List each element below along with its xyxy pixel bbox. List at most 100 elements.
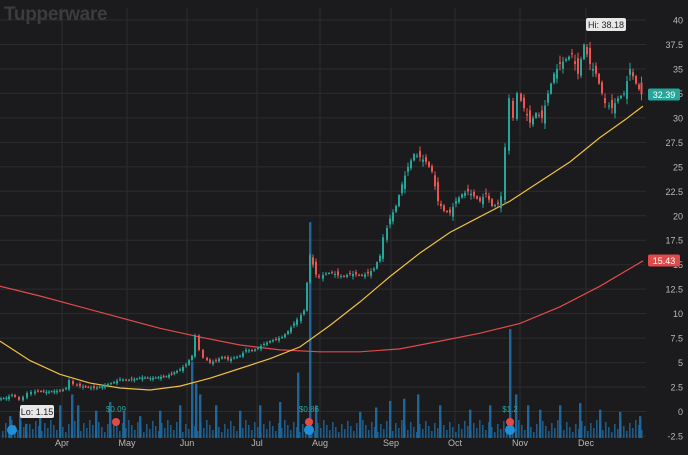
candle-body	[568, 56, 570, 60]
candle-body	[0, 398, 2, 400]
candle-body	[2, 398, 5, 400]
volume-bar	[587, 431, 589, 438]
volume-bar	[332, 422, 334, 438]
volume-bar	[469, 409, 472, 438]
volume-bar	[167, 420, 169, 438]
volume-bar	[107, 424, 109, 438]
candle-body	[141, 377, 144, 380]
volume-bar	[44, 423, 46, 438]
candle-body	[497, 202, 499, 205]
volume-bar	[620, 421, 622, 438]
volume-bar	[209, 425, 211, 438]
volume-bar	[309, 222, 312, 438]
candle-body	[300, 315, 302, 322]
x-tick-label: Dec	[578, 438, 595, 448]
candle-body	[296, 319, 298, 325]
candle-body	[440, 203, 442, 206]
candle-body	[72, 381, 74, 385]
volume-bar	[119, 431, 121, 438]
volume-bar	[315, 405, 318, 438]
volume-bar	[296, 427, 298, 438]
candle-body	[93, 386, 95, 389]
dividend-label: $0.86	[299, 405, 320, 414]
candle-body	[230, 358, 232, 362]
volume-bar	[554, 428, 556, 438]
candle-body	[149, 378, 152, 380]
candle-body	[455, 201, 457, 204]
candle-body	[504, 147, 506, 200]
volume-bar	[335, 427, 337, 438]
candle-body	[580, 59, 582, 76]
volume-bar	[53, 425, 55, 438]
volume-bar	[299, 432, 301, 438]
candle-body	[604, 98, 606, 104]
candle-body	[443, 205, 445, 211]
candle-body	[416, 155, 418, 157]
volume-bar	[173, 430, 175, 438]
candle-body	[233, 357, 235, 359]
candle-body	[318, 276, 320, 278]
candle-body	[583, 44, 585, 60]
volume-bar	[95, 430, 97, 438]
volume-bar	[422, 429, 424, 438]
volume-bar	[170, 425, 172, 438]
x-tick-label: Nov	[512, 438, 529, 448]
candle-body	[595, 65, 597, 74]
volume-bar	[269, 421, 271, 438]
volume-bar	[617, 429, 619, 438]
candle-body	[473, 191, 475, 197]
volume-bar	[266, 429, 268, 438]
volume-bar	[137, 422, 139, 438]
candle-body	[461, 194, 463, 198]
volume-bar	[401, 420, 403, 438]
volume-bar	[455, 432, 457, 438]
volume-bar	[260, 432, 262, 438]
volume-bar	[275, 431, 277, 438]
candle-body	[170, 373, 173, 375]
candle-body	[26, 392, 28, 398]
candle-body	[179, 369, 181, 371]
volume-bar	[95, 410, 98, 438]
volume-bar	[39, 409, 42, 438]
volume-bar	[341, 424, 343, 438]
earnings-marker-icon	[7, 425, 17, 435]
candle-body	[128, 379, 130, 381]
candle-body	[349, 273, 351, 275]
volume-bar	[611, 432, 613, 438]
candle-body	[370, 271, 372, 276]
candle-body	[500, 196, 502, 209]
volume-bar	[164, 428, 166, 438]
candle-body	[309, 254, 311, 283]
volume-bar	[559, 405, 562, 438]
candle-body	[14, 394, 16, 397]
candle-body	[281, 337, 283, 339]
candle-body	[272, 340, 274, 342]
volume-bar	[389, 426, 391, 438]
volume-bar	[146, 424, 148, 438]
candle-body	[162, 376, 165, 378]
candle-body	[42, 390, 45, 392]
candle-body	[571, 52, 573, 55]
volume-bar	[521, 425, 523, 438]
candle-body	[136, 378, 138, 380]
volume-bar	[215, 405, 218, 438]
volume-bar	[17, 430, 19, 438]
candle-body	[87, 386, 90, 388]
volume-bar	[188, 429, 190, 438]
volume-bar	[38, 426, 40, 438]
candle-body	[144, 377, 146, 379]
candle-body	[623, 93, 625, 95]
volume-bar	[443, 425, 445, 438]
volume-bar	[279, 402, 282, 438]
volume-bar	[83, 423, 85, 438]
candle-body	[494, 204, 496, 207]
candle-body	[520, 93, 522, 101]
candle-body	[45, 391, 48, 394]
candle-body	[389, 218, 391, 225]
y-tick-label: 7.5	[670, 334, 683, 344]
candle-body	[491, 199, 493, 206]
volume-bar	[497, 424, 499, 438]
candle-body	[245, 349, 247, 352]
candle-body	[215, 360, 217, 362]
candle-body	[227, 357, 229, 360]
